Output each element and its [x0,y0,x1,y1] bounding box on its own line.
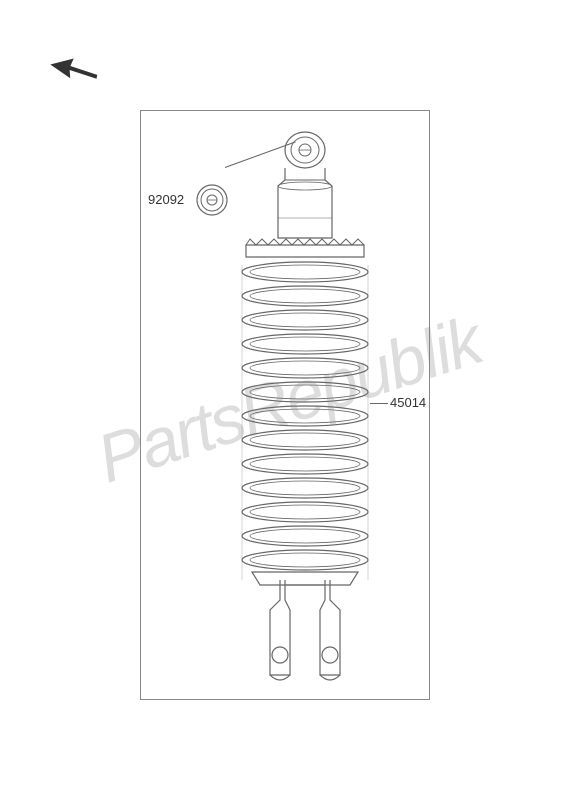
leader-line-shock [370,403,388,404]
part-label-shock: 45014 [390,395,426,410]
bushing-part [195,183,229,222]
coil-spring [230,260,380,595]
part-label-bushing: 92092 [148,192,184,207]
shock-lower-clevis [260,580,350,695]
direction-arrow [50,58,100,93]
